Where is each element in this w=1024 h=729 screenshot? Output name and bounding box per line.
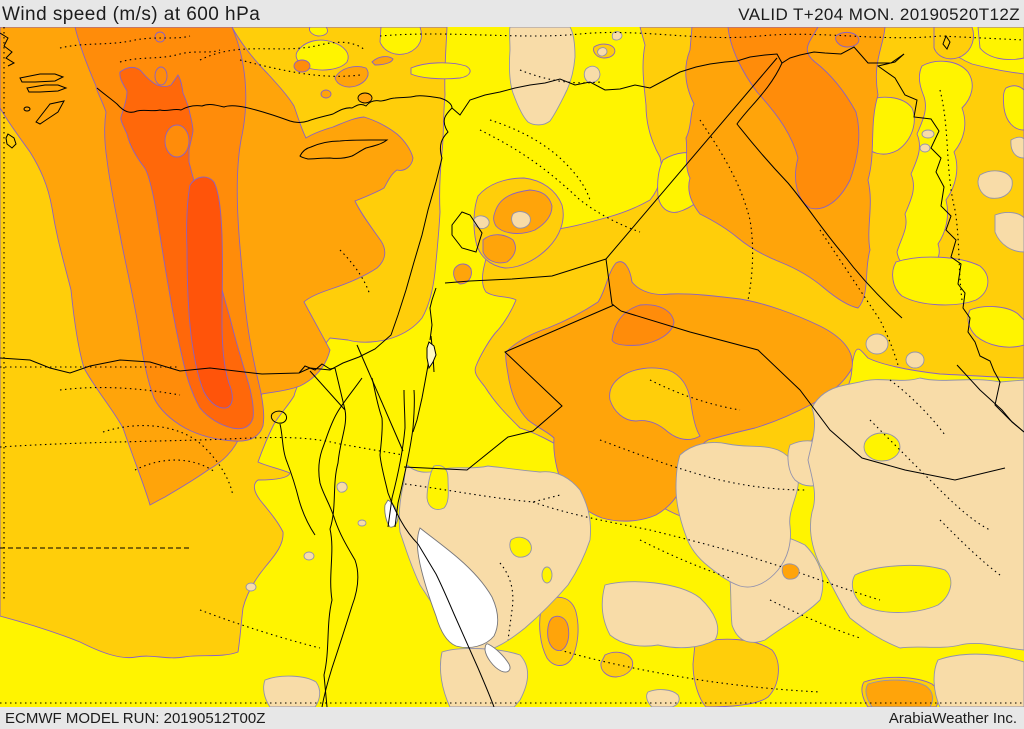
svg-text:ArabiaWeather Inc.: ArabiaWeather Inc. bbox=[889, 710, 1017, 727]
svg-text:VALID T+204 MON. 20190520T12Z: VALID T+204 MON. 20190520T12Z bbox=[738, 5, 1020, 24]
svg-text:Wind speed (m/s) at 600 hPa: Wind speed (m/s) at 600 hPa bbox=[2, 4, 260, 25]
svg-text:ECMWF MODEL RUN: 20190512T00Z: ECMWF MODEL RUN: 20190512T00Z bbox=[5, 710, 265, 727]
